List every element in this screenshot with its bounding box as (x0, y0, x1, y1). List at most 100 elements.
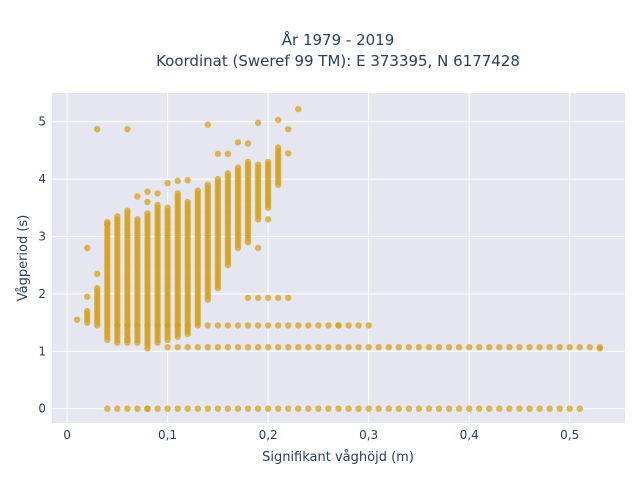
data-point (224, 150, 232, 157)
y-axis-title: Vågperiod (s) (16, 215, 31, 302)
data-point (184, 344, 191, 351)
data-point (516, 405, 523, 412)
data-point (154, 322, 161, 329)
data-point (345, 405, 352, 412)
data-point (164, 322, 171, 329)
data-point (264, 344, 272, 351)
data-point (264, 158, 272, 166)
data-point (486, 405, 493, 412)
data-point (305, 322, 312, 329)
data-point (536, 344, 543, 351)
data-point (224, 322, 232, 329)
data-point (546, 405, 553, 412)
data-point (264, 294, 272, 302)
data-point (425, 405, 433, 412)
data-point (305, 344, 312, 351)
x-tick-label: 0,5 (560, 428, 579, 442)
data-point (556, 405, 563, 412)
chart-title: År 1979 - 2019 (282, 30, 395, 49)
data-point (134, 405, 141, 412)
data-point (285, 150, 292, 157)
data-point (174, 344, 181, 351)
data-point (395, 405, 402, 412)
data-point (124, 322, 131, 329)
data-point (355, 322, 362, 329)
data-point (204, 322, 211, 329)
data-point (154, 190, 161, 197)
data-point (234, 322, 242, 329)
data-point (254, 244, 262, 252)
data-point (536, 405, 543, 412)
data-point (275, 144, 282, 151)
data-point (325, 405, 332, 412)
y-tick-label: 4 (38, 172, 46, 186)
data-point (405, 344, 413, 351)
data-point (476, 405, 483, 412)
data-point (576, 344, 583, 351)
data-point (174, 177, 181, 184)
data-point (224, 170, 232, 177)
data-point (214, 405, 222, 412)
data-point (315, 405, 322, 412)
data-point (476, 344, 483, 351)
tick-labels: 0 0,1 0,2 0,3 0,4 0,5 0 1 2 3 4 5 (38, 115, 579, 442)
data-point (214, 150, 222, 157)
data-point (455, 405, 463, 412)
data-point (385, 405, 392, 412)
data-point (204, 181, 211, 188)
data-point (164, 204, 171, 211)
data-point (174, 322, 181, 329)
x-tick-label: 0,4 (460, 428, 479, 442)
data-point (466, 344, 473, 351)
data-point (355, 405, 362, 412)
data-point (315, 322, 322, 329)
data-point (164, 179, 171, 187)
data-point (506, 344, 513, 351)
data-point (285, 294, 292, 302)
data-point (295, 344, 302, 351)
data-point (285, 126, 292, 133)
data-point (84, 307, 91, 315)
data-point (164, 405, 171, 412)
data-point (244, 405, 252, 412)
data-point (174, 190, 181, 197)
data-point (254, 322, 262, 329)
data-point (144, 210, 151, 217)
data-point (194, 322, 201, 329)
data-point (375, 405, 382, 412)
data-point (506, 405, 513, 412)
data-point (224, 405, 232, 412)
data-point (144, 188, 151, 195)
data-point (234, 344, 242, 351)
data-point (134, 322, 141, 329)
data-point (194, 187, 201, 194)
data-point (295, 322, 302, 329)
data-point (224, 344, 232, 351)
y-tick-label: 3 (38, 229, 46, 243)
data-point (154, 405, 161, 412)
data-point (264, 216, 272, 223)
y-tick-label: 0 (38, 402, 46, 416)
data-point (144, 198, 151, 206)
data-point (325, 344, 332, 351)
data-point (194, 344, 201, 351)
data-point (254, 405, 262, 412)
x-tick-label: 0,1 (158, 428, 177, 442)
data-point (94, 270, 101, 277)
data-point (405, 405, 413, 412)
data-point (184, 322, 191, 329)
data-point (244, 158, 252, 166)
data-point (144, 322, 151, 329)
data-point (184, 405, 191, 412)
x-tick-label: 0 (63, 428, 71, 442)
data-point (94, 126, 101, 133)
data-point (375, 344, 382, 351)
data-point (84, 293, 91, 300)
data-point (295, 105, 302, 113)
data-point (466, 405, 473, 412)
data-point (204, 405, 211, 412)
data-point (435, 405, 443, 412)
data-point (114, 322, 121, 329)
data-point (275, 344, 282, 351)
data-point (124, 336, 131, 343)
